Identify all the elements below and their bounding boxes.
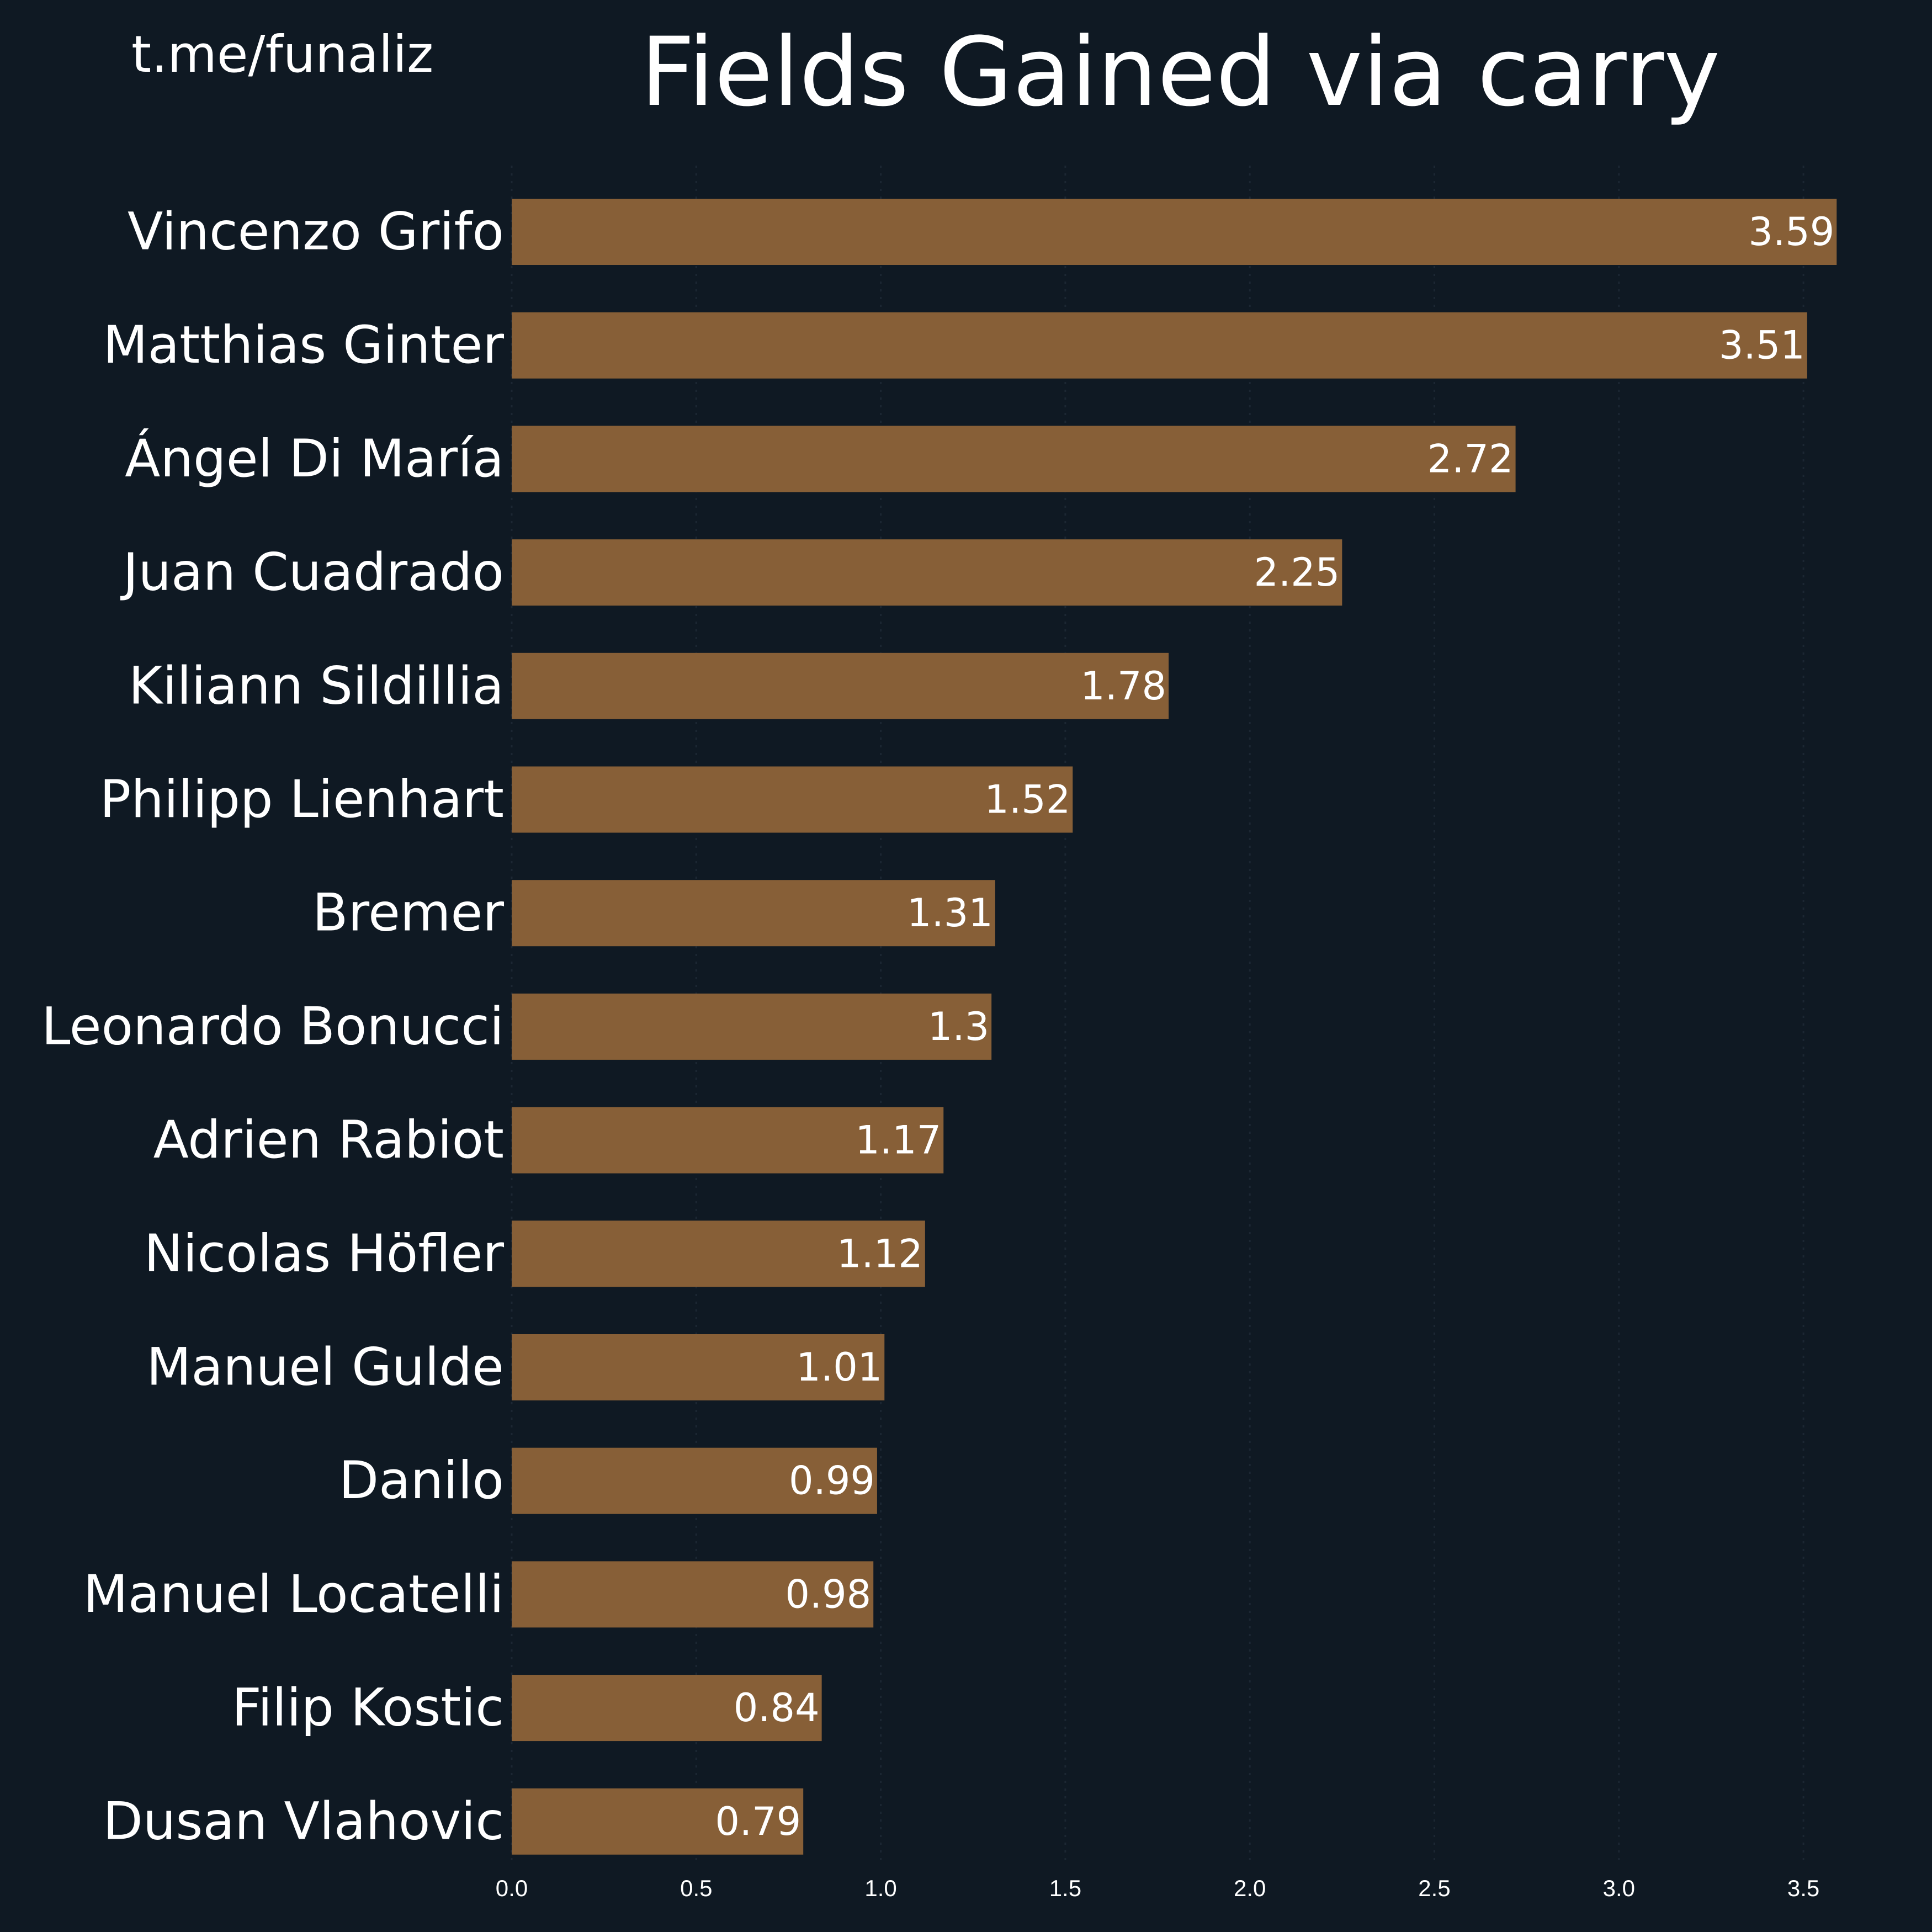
bar (512, 1561, 874, 1628)
bar (512, 1675, 822, 1742)
category-label: Matthias Ginter (103, 315, 505, 375)
category-label: Juan Cuadrado (120, 543, 504, 603)
value-label: 1.52 (984, 777, 1070, 822)
bar (512, 1334, 885, 1400)
value-label: 2.25 (1254, 550, 1340, 595)
value-label: 3.59 (1748, 209, 1834, 254)
category-label: Danilo (339, 1451, 504, 1511)
x-tick-label: 1.0 (864, 1875, 896, 1901)
x-tick-label: 3.0 (1603, 1875, 1635, 1901)
value-label: 1.17 (855, 1118, 941, 1163)
value-label: 1.78 (1080, 664, 1166, 709)
value-label: 1.01 (796, 1345, 882, 1390)
value-label: 3.51 (1719, 323, 1805, 368)
value-label: 0.98 (785, 1572, 871, 1617)
bar (512, 1447, 877, 1514)
category-label: Vincenzo Grifo (128, 202, 504, 262)
value-label: 0.84 (734, 1685, 820, 1731)
category-labels: Vincenzo Grifo Matthias Ginter Ángel Di Ma… (41, 202, 504, 1852)
x-tick-label: 2.5 (1418, 1875, 1450, 1901)
x-tick-label: 0.0 (496, 1875, 528, 1901)
x-tick-label: 1.5 (1049, 1875, 1081, 1901)
bar (512, 880, 995, 947)
bar (512, 1107, 944, 1174)
value-label: 0.79 (715, 1799, 801, 1844)
bar (512, 312, 1807, 379)
category-label: Nicolas Höfler (144, 1224, 504, 1284)
bar (512, 539, 1342, 606)
value-label: 1.12 (837, 1231, 923, 1276)
category-label: Adrien Rabiot (153, 1110, 504, 1170)
category-label: Kiliann Sildillia (129, 656, 504, 716)
x-tick-label: 2.0 (1234, 1875, 1266, 1901)
x-tick-label: 0.5 (680, 1875, 712, 1901)
value-label: 1.3 (928, 1004, 989, 1049)
category-label: Philipp Lienhart (100, 769, 504, 830)
bars (512, 199, 1837, 1855)
value-label: 0.99 (789, 1458, 875, 1504)
x-tick-label: 3.5 (1787, 1875, 1819, 1901)
category-label: Bremer (312, 883, 504, 943)
category-label: Ángel Di María (125, 428, 504, 489)
value-labels: 3.59 3.51 2.72 2.25 1.78 1.52 1.31 1.3 1.17 1.12 1… (715, 209, 1834, 1844)
value-label: 2.72 (1427, 436, 1514, 481)
x-axis-ticks: 0.0 0.5 1.0 1.5 2.0 2.5 3.0 3.5 (496, 1875, 1819, 1901)
bar (512, 1220, 925, 1287)
category-label: Leonardo Bonucci (41, 996, 504, 1057)
category-label: Dusan Vlahovic (103, 1791, 504, 1851)
bar (512, 766, 1073, 833)
bar (512, 993, 992, 1060)
category-label: Filip Kostic (232, 1678, 504, 1738)
bar (512, 199, 1837, 265)
bar (512, 426, 1516, 492)
watermark: t.me/funaliz (131, 25, 434, 84)
value-label: 1.31 (907, 890, 993, 936)
bar (512, 1788, 804, 1855)
bar (512, 652, 1169, 719)
chart-title: Fields Gained via carry (640, 17, 1721, 128)
category-label: Manuel Locatelli (83, 1564, 504, 1625)
category-label: Manuel Gulde (146, 1337, 504, 1398)
